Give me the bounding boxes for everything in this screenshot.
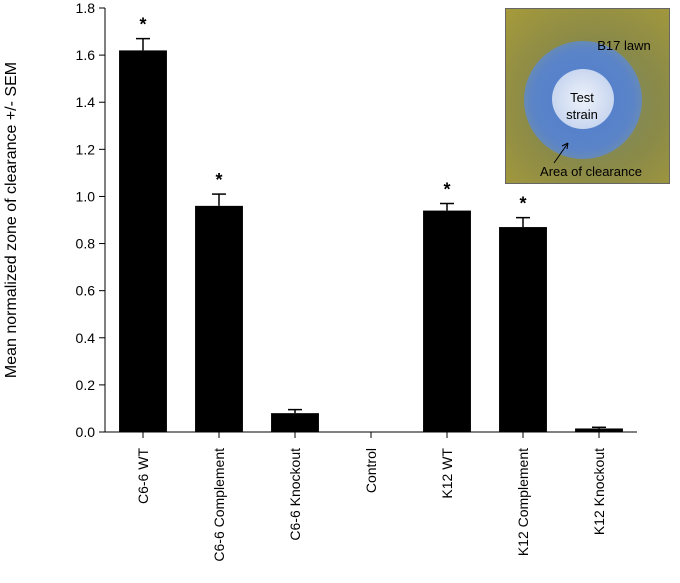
inset-photo: B17 lawn Test strain Area of clearance [505, 8, 670, 184]
inset-label: Test strain [566, 90, 598, 122]
significance-marker: * [215, 170, 222, 190]
x-tick-label: K12 WT [439, 448, 455, 499]
y-tick-label: 0.2 [76, 377, 96, 393]
y-tick-label: 1.4 [76, 94, 96, 110]
x-tick-label: C6-6 Knockout [287, 448, 303, 541]
error-bar [288, 408, 302, 414]
colony [552, 69, 614, 129]
bar [271, 413, 319, 432]
y-tick-label: 1.6 [76, 47, 96, 63]
y-tick-label: 1.0 [76, 188, 96, 204]
bar [423, 210, 471, 432]
x-tick-label: K12 Knockout [591, 448, 607, 535]
bar [499, 227, 547, 432]
x-tick-label: K12 Complement [515, 448, 531, 556]
x-tick-label: Control [363, 448, 379, 493]
inset-label: Area of clearance [540, 164, 642, 179]
y-tick-label: 1.8 [76, 0, 96, 16]
error-bar [212, 193, 226, 206]
inset-label: B17 lawn [597, 38, 651, 53]
bar [195, 205, 243, 432]
y-tick-label: 0.6 [76, 283, 96, 299]
y-tick-label: 1.2 [76, 141, 96, 157]
y-tick-label: 0.0 [76, 424, 96, 440]
significance-marker: * [443, 180, 450, 200]
bar [119, 50, 167, 433]
x-tick-label: C6-6 Complement [211, 448, 227, 562]
y-tick-label: 0.4 [76, 330, 96, 346]
significance-marker: * [139, 15, 146, 35]
x-tick-label: C6-6 WT [135, 448, 151, 504]
error-bar [136, 37, 150, 51]
inset-arrow [553, 142, 569, 164]
bar [575, 428, 623, 432]
error-bar [440, 202, 454, 211]
y-axis-label: Mean normalized zone of clearance +/- SE… [3, 62, 20, 378]
error-bar [516, 216, 530, 228]
y-tick-label: 0.8 [76, 236, 96, 252]
error-bar [592, 426, 606, 429]
significance-marker: * [519, 194, 526, 214]
